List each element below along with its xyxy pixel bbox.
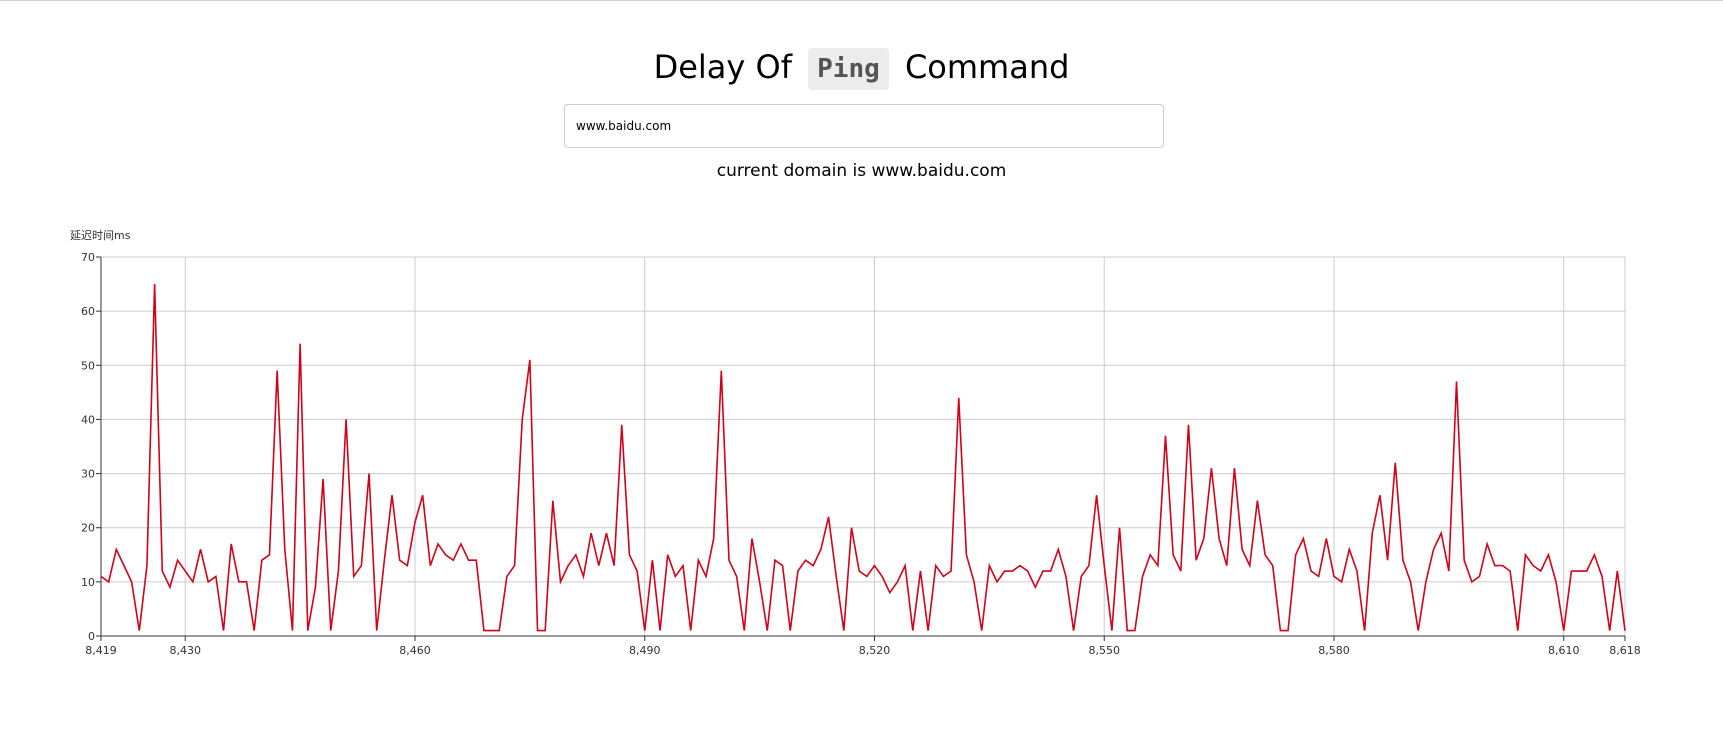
chart-axes: 0 10 20 30 40 50 60 70 8,419 8,430 8,460 8,490 8,520… bbox=[81, 251, 1641, 657]
y-tick-label: 10 bbox=[81, 576, 95, 589]
x-tick-label: 8,430 bbox=[169, 644, 201, 657]
top-border bbox=[0, 0, 1723, 1]
title-suffix: Command bbox=[904, 48, 1070, 86]
x-tick-label: 8,419 bbox=[85, 644, 117, 657]
delay-series-line bbox=[100, 284, 1626, 632]
x-tick-label: 8,618 bbox=[1609, 644, 1641, 657]
y-tick-label: 20 bbox=[81, 522, 95, 535]
x-tick-label: 8,580 bbox=[1318, 644, 1350, 657]
chart-grid bbox=[101, 256, 1626, 636]
y-tick-label: 30 bbox=[81, 468, 95, 481]
y-tick-label: 50 bbox=[81, 359, 95, 372]
x-tick-label: 8,460 bbox=[399, 644, 431, 657]
x-tick-label: 8,520 bbox=[859, 644, 891, 657]
x-tick-label: 8,490 bbox=[629, 644, 661, 657]
x-tick-label: 8,550 bbox=[1088, 644, 1120, 657]
domain-input[interactable] bbox=[564, 104, 1164, 148]
x-tick-label: 8,610 bbox=[1548, 644, 1580, 657]
y-tick-label: 60 bbox=[81, 305, 95, 318]
y-tick-label: 40 bbox=[81, 413, 95, 426]
page-title: Delay Of Ping Command bbox=[0, 44, 1723, 90]
current-domain-status: current domain is www.baidu.com bbox=[716, 161, 1007, 181]
title-code: Ping bbox=[808, 48, 889, 90]
y-tick-label: 70 bbox=[81, 251, 95, 264]
y-axis-label: 延迟时间ms bbox=[70, 229, 131, 242]
chart-series bbox=[100, 284, 1626, 632]
y-tick-label: 0 bbox=[88, 630, 95, 643]
title-prefix: Delay Of bbox=[653, 48, 792, 86]
